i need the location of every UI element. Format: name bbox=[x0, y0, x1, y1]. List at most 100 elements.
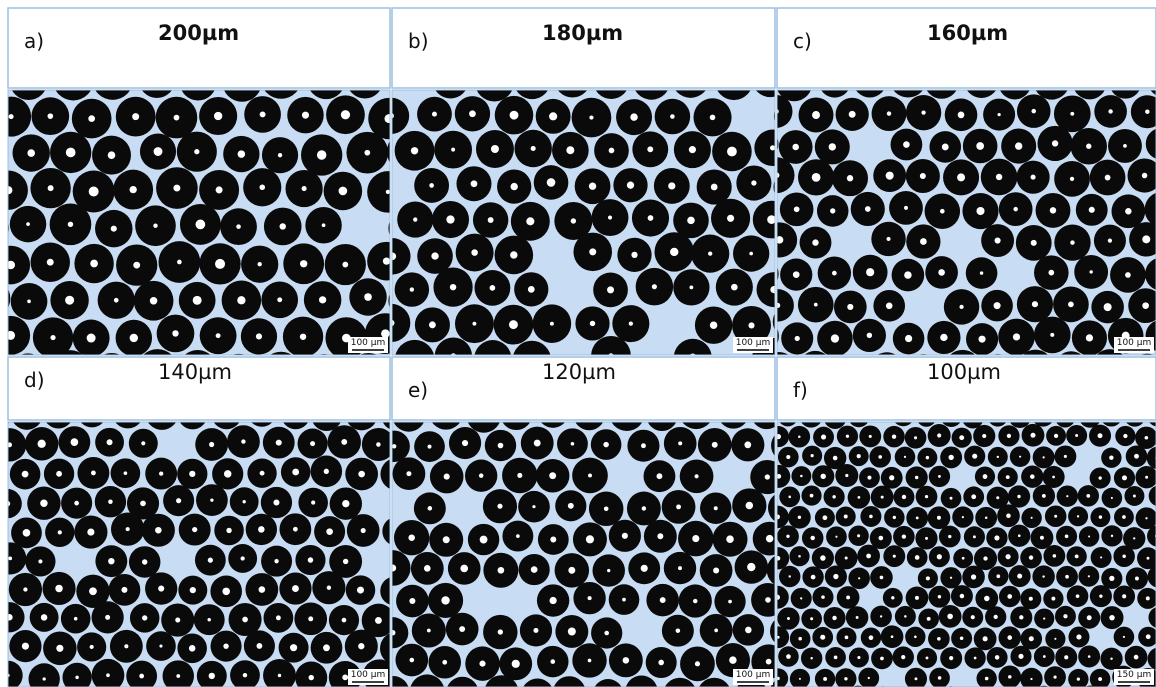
droplet-center bbox=[959, 435, 964, 440]
droplet-center bbox=[342, 262, 348, 268]
droplet-center bbox=[744, 441, 751, 448]
droplet-center bbox=[670, 248, 678, 256]
droplet-center bbox=[976, 207, 984, 215]
droplet-center bbox=[278, 674, 281, 677]
droplet-center bbox=[511, 183, 518, 190]
scale-bar-label: 100 µm bbox=[351, 670, 386, 680]
droplet-center bbox=[1098, 476, 1101, 479]
droplet-center bbox=[150, 297, 158, 305]
droplet-center bbox=[1013, 207, 1017, 211]
droplet-center bbox=[834, 655, 838, 659]
droplet-center bbox=[1123, 636, 1125, 638]
droplet-center bbox=[1133, 537, 1135, 539]
droplet-center bbox=[38, 440, 46, 448]
droplet-center bbox=[648, 215, 654, 221]
droplet-center bbox=[786, 455, 790, 459]
droplet-center bbox=[516, 534, 520, 538]
droplet-center bbox=[687, 217, 695, 225]
droplet-center bbox=[714, 506, 718, 510]
droplet-center bbox=[962, 516, 964, 518]
droplet-center bbox=[1086, 334, 1093, 341]
droplet-center bbox=[589, 115, 593, 119]
droplet-center bbox=[8, 557, 12, 561]
droplet-center bbox=[121, 587, 127, 593]
droplet-center bbox=[1145, 436, 1149, 440]
droplet-center bbox=[38, 559, 42, 563]
droplet-center bbox=[534, 440, 541, 447]
droplet-center bbox=[711, 184, 718, 191]
droplet-center bbox=[603, 442, 609, 448]
droplet-center bbox=[710, 115, 716, 121]
droplet-center bbox=[27, 300, 31, 304]
scale-bar-label: 100 µm bbox=[1117, 338, 1152, 348]
micrograph bbox=[356, 394, 802, 687]
droplet-center bbox=[130, 186, 137, 193]
droplet-center bbox=[210, 498, 213, 501]
droplet-center bbox=[589, 248, 596, 255]
droplet-center bbox=[971, 615, 975, 619]
droplet-center bbox=[849, 111, 856, 118]
droplet-center bbox=[6, 331, 15, 340]
droplet-center bbox=[1146, 634, 1151, 639]
droplet-center bbox=[678, 566, 682, 570]
droplet-center bbox=[376, 442, 380, 446]
droplet-center bbox=[324, 469, 329, 474]
droplet-center bbox=[177, 260, 182, 265]
droplet-center bbox=[1030, 433, 1035, 438]
droplet-center bbox=[982, 434, 986, 438]
droplet-center bbox=[550, 659, 555, 664]
droplet-center bbox=[47, 113, 53, 119]
panel: c)160µm100 µm bbox=[740, 8, 1156, 387]
droplet-center bbox=[192, 527, 197, 532]
droplet-center bbox=[1075, 434, 1078, 437]
droplet-center bbox=[490, 285, 496, 291]
droplet-center bbox=[238, 150, 246, 158]
droplet-center bbox=[976, 142, 984, 150]
droplet-center bbox=[1030, 678, 1032, 680]
droplet-center bbox=[1052, 476, 1055, 479]
droplet-center bbox=[892, 434, 896, 438]
droplet-center bbox=[1068, 302, 1074, 308]
droplet-center bbox=[460, 565, 468, 573]
droplet-center bbox=[1099, 515, 1102, 518]
droplet-center bbox=[1077, 515, 1079, 517]
droplet-center bbox=[479, 473, 483, 477]
droplet-center bbox=[1098, 433, 1103, 438]
droplet-center bbox=[322, 223, 326, 227]
droplet-center bbox=[278, 153, 282, 157]
panel-header bbox=[392, 8, 775, 88]
droplet-center bbox=[190, 587, 196, 593]
droplet-center bbox=[1087, 615, 1092, 620]
droplet-center bbox=[1070, 240, 1074, 244]
droplet-center bbox=[902, 495, 906, 499]
droplet-center bbox=[889, 475, 894, 480]
droplet-center bbox=[789, 575, 791, 577]
droplet-center bbox=[1054, 434, 1058, 438]
droplet-center bbox=[23, 587, 27, 591]
droplet-center bbox=[708, 252, 712, 256]
droplet-center bbox=[833, 574, 838, 579]
droplet-center bbox=[786, 535, 789, 538]
micrograph bbox=[740, 61, 1156, 387]
droplet-center bbox=[926, 456, 929, 459]
droplet-center bbox=[880, 576, 884, 580]
droplet-center bbox=[1076, 594, 1080, 598]
droplet-center bbox=[174, 115, 180, 121]
droplet-center bbox=[89, 587, 97, 595]
droplet-center bbox=[237, 296, 245, 304]
panel-label: e) bbox=[408, 378, 428, 402]
droplet-center bbox=[1088, 655, 1091, 658]
droplet-center bbox=[729, 656, 736, 663]
droplet-center bbox=[531, 566, 538, 573]
droplet-center bbox=[1032, 301, 1038, 307]
droplet-center bbox=[765, 597, 771, 603]
micrograph bbox=[754, 404, 1156, 687]
droplet-center bbox=[1064, 455, 1067, 458]
droplet-center bbox=[586, 535, 594, 543]
droplet-center bbox=[766, 535, 773, 542]
droplet-center bbox=[811, 575, 816, 580]
droplet-center bbox=[786, 654, 791, 659]
droplet-center bbox=[531, 146, 536, 151]
droplet-center bbox=[1134, 454, 1139, 459]
droplet-center bbox=[878, 536, 883, 541]
